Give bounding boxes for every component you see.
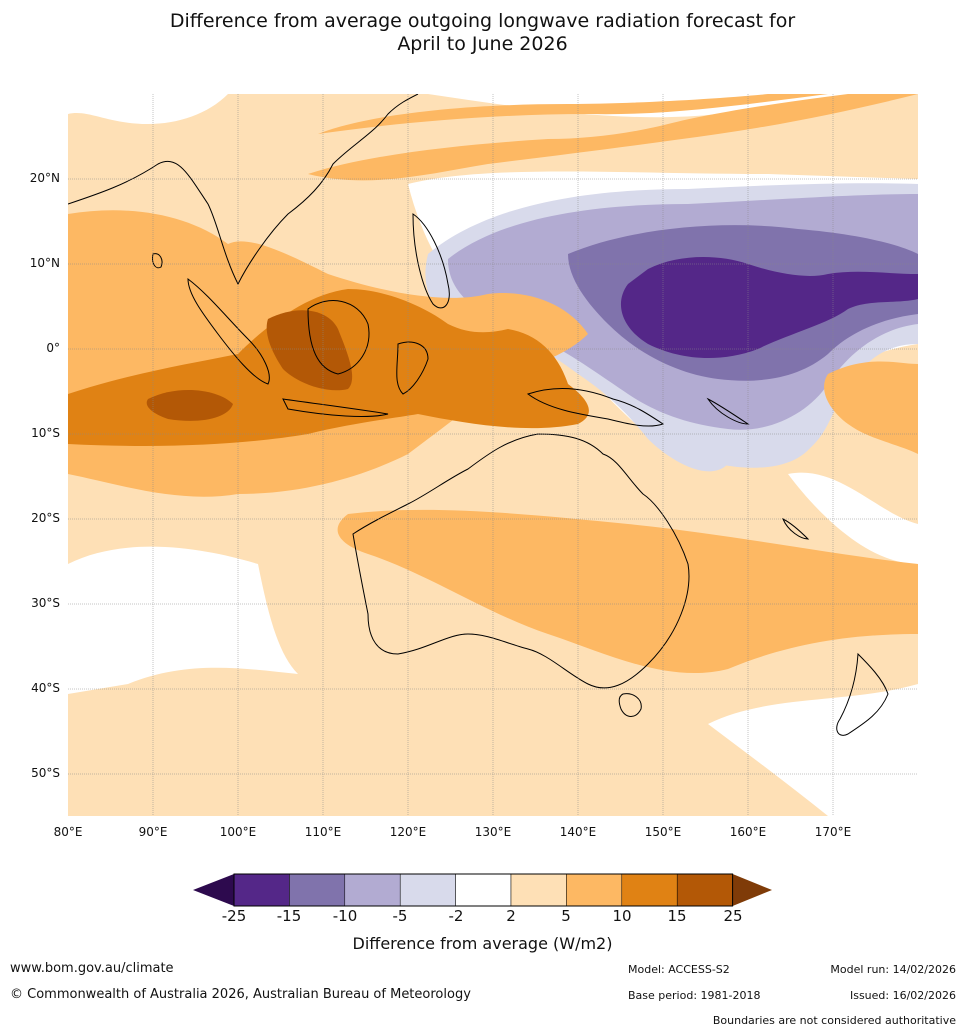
footer-model-run: Model run: 14/02/2026 <box>830 963 956 976</box>
lat-label-40s: 40°S <box>31 681 60 695</box>
colorbar-tick-6: 2 <box>506 907 516 925</box>
coast-new-zealand <box>836 652 889 736</box>
footer-url[interactable]: www.bom.gov.au/climate <box>10 961 174 976</box>
coast-new-caledonia <box>782 517 810 540</box>
coast-tasmania <box>618 693 642 717</box>
lon-label-160e: 160°E <box>729 825 767 839</box>
title-line-2: April to June 2026 <box>397 33 568 55</box>
map-canvas <box>68 94 918 816</box>
lon-label-150e: 150°E <box>644 825 682 839</box>
coast-sumatra <box>187 277 270 385</box>
coast-asia-mainland <box>68 94 419 286</box>
lon-label-130e: 130°E <box>474 825 512 839</box>
lat-label-0: 0° <box>46 341 60 355</box>
colorbar-swatch-9 <box>676 873 733 907</box>
lat-label-20s: 20°S <box>31 511 60 525</box>
colorbar-swatch-5 <box>455 873 512 907</box>
footer-base-period: Base period: 1981-2018 <box>628 989 761 1002</box>
graticule <box>68 94 918 816</box>
field-dark-purple <box>620 257 918 359</box>
coast-sulawesi <box>396 341 429 395</box>
colorbar-extend-high <box>732 874 772 906</box>
lat-label-30s: 30°S <box>31 596 60 610</box>
colorbar-extend-low <box>193 874 234 906</box>
footer-disclaimer: Boundaries are not considered authoritat… <box>712 1014 956 1027</box>
olr-anomaly-map <box>68 94 918 816</box>
lon-label-90e: 90°E <box>138 825 168 839</box>
colorbar-tick-3: -10 <box>332 907 358 925</box>
colorbar-tick-7: 5 <box>561 907 571 925</box>
lat-label-10s: 10°S <box>31 426 60 440</box>
coast-java <box>282 398 389 417</box>
colorbar-tick-1: -25 <box>221 907 247 925</box>
coast-sri-lanka <box>152 253 163 269</box>
lon-label-120e: 120°E <box>389 825 427 839</box>
field-medium-orange-north-2 <box>308 94 918 181</box>
colorbar-tick-8: 10 <box>612 907 632 925</box>
field-white-south <box>68 546 298 694</box>
colorbar-swatch-2 <box>289 873 346 907</box>
colorbar-swatch-7 <box>566 873 623 907</box>
lon-label-170e: 170°E <box>814 825 852 839</box>
field-lightest-purple-2 <box>678 422 818 468</box>
lat-label-10n: 10°N <box>29 256 60 270</box>
colorbar-swatch-6 <box>510 873 567 907</box>
lat-label-20n: 20°N <box>29 171 60 185</box>
colorbar <box>190 872 775 912</box>
footer-model: Model: ACCESS-S2 <box>628 963 730 976</box>
field-dark-orange <box>146 389 233 421</box>
colorbar-swatch-3 <box>344 873 401 907</box>
coast-philippines <box>412 213 450 309</box>
coast-australia <box>352 433 690 689</box>
footer-issued: Issued: 16/02/2026 <box>849 989 956 1002</box>
field-medium-orange-east <box>824 361 918 454</box>
colorbar-tick-2: -15 <box>276 907 302 925</box>
colorbar-tick-10: 25 <box>723 907 743 925</box>
colorbar-swatch-1 <box>233 873 290 907</box>
colorbar-label: Difference from average (W/m2) <box>352 934 613 953</box>
colorbar-swatch-8 <box>621 873 678 907</box>
lon-label-140e: 140°E <box>559 825 597 839</box>
field-dark-orange-2 <box>266 310 353 391</box>
field-white-east <box>788 472 918 564</box>
lon-label-100e: 100°E <box>219 825 257 839</box>
lat-label-50s: 50°S <box>31 766 60 780</box>
field-white-southeast <box>708 684 918 816</box>
colorbar-tick-4: -5 <box>392 907 408 925</box>
colorbar-swatch-4 <box>399 873 456 907</box>
field-medium-orange-north <box>318 94 828 134</box>
field-white-north <box>68 94 228 124</box>
colorbar-tick-5: -2 <box>448 907 464 925</box>
colorbar-outline <box>233 873 734 907</box>
title-line-1: Difference from average outgoing longwav… <box>169 10 796 32</box>
coastlines <box>68 94 889 736</box>
field-medium-orange-south <box>337 509 918 674</box>
colorbar-tick-9: 15 <box>667 907 687 925</box>
lon-label-110e: 110°E <box>304 825 342 839</box>
colorbar-svg <box>193 873 772 907</box>
map-title: Difference from average outgoing longwav… <box>0 10 965 56</box>
lon-label-80e: 80°E <box>53 825 83 839</box>
coast-borneo <box>307 300 370 375</box>
footer-copyright: © Commonwealth of Australia 2026, Austra… <box>10 987 471 1002</box>
